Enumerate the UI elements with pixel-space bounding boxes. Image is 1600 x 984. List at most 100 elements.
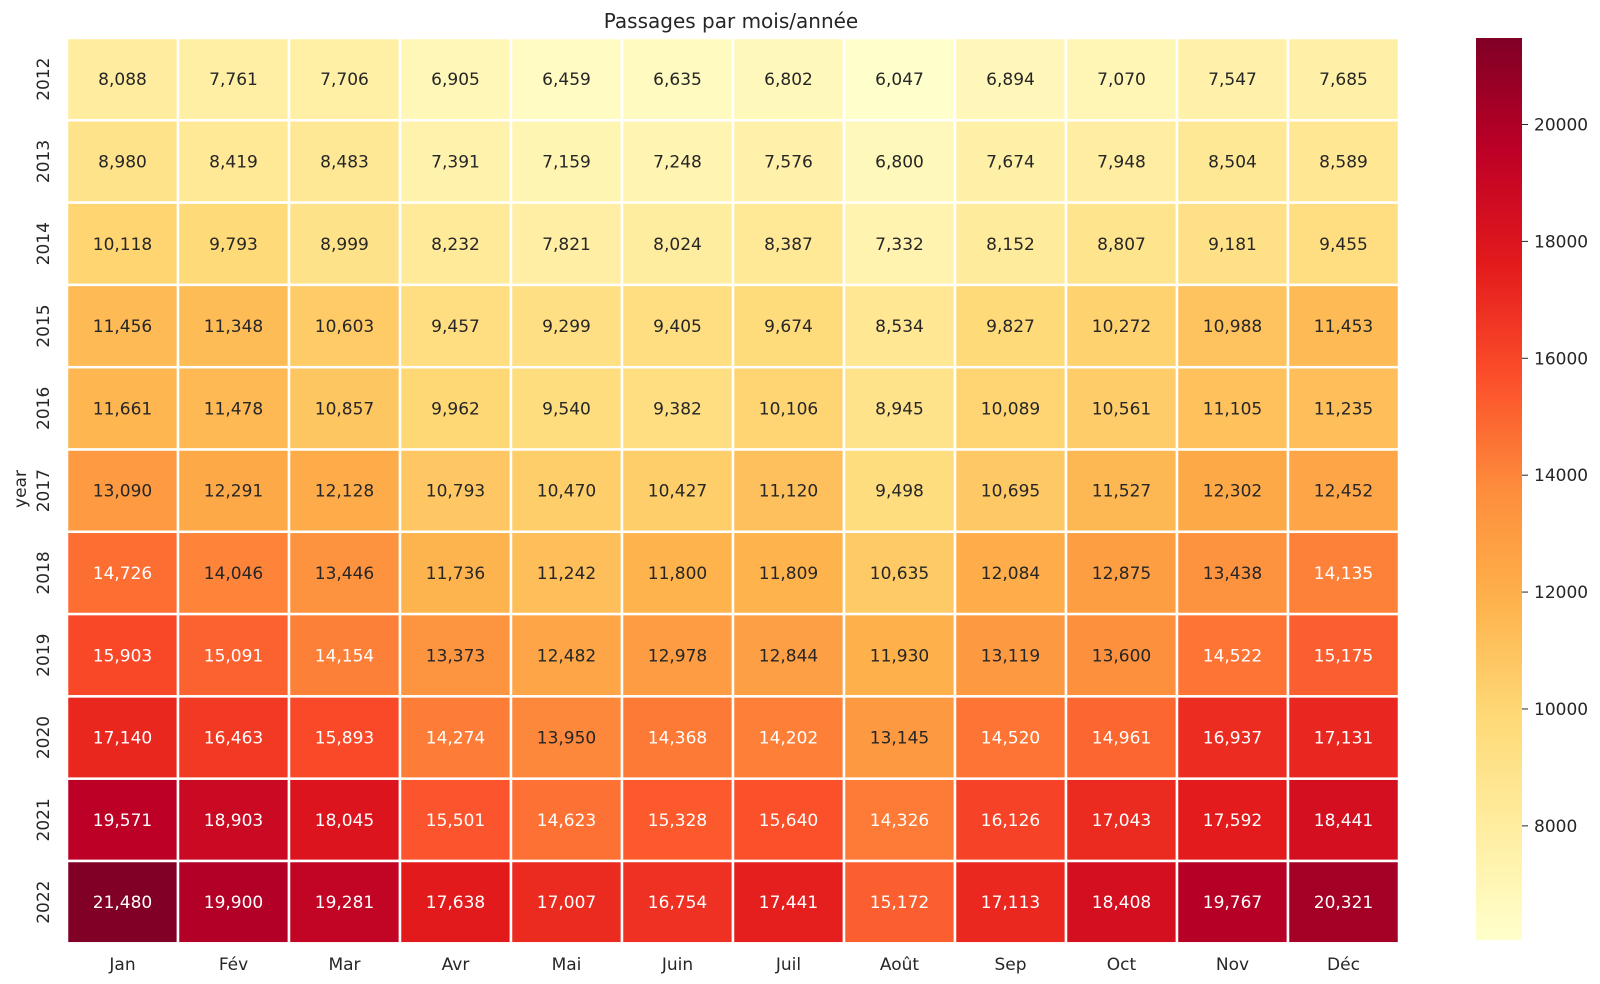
heatmap-cell	[176, 365, 291, 451]
heatmap-cell	[398, 283, 513, 369]
x-tick-label: Oct	[1107, 955, 1137, 975]
heatmap-cell	[1286, 530, 1401, 616]
heatmap-cell	[65, 695, 180, 780]
y-tick-label: 2012	[34, 58, 54, 101]
cell-value-label: 19,767	[1203, 893, 1262, 913]
cell-value-label: 6,800	[875, 152, 924, 172]
heatmap-cell	[620, 119, 735, 204]
colorbar-tick-label: 8000	[1534, 817, 1577, 837]
heatmap-cell	[176, 530, 291, 616]
heatmap-cell	[1175, 365, 1290, 451]
cell-value-label: 18,441	[1314, 811, 1373, 831]
heatmap-cell	[176, 859, 291, 945]
cell-value-label: 10,603	[315, 317, 374, 337]
cell-value-label: 15,893	[315, 729, 374, 749]
heatmap-cell	[287, 530, 402, 616]
cell-value-label: 19,281	[315, 893, 374, 913]
cell-value-label: 11,527	[1092, 482, 1151, 502]
cell-value-label: 11,930	[870, 646, 929, 666]
cell-value-label: 18,045	[315, 811, 374, 831]
cell-value-label: 12,978	[648, 646, 707, 666]
heatmap-cell	[1064, 777, 1179, 863]
cell-value-label: 13,090	[93, 482, 152, 502]
cell-value-label: 17,441	[759, 893, 818, 913]
heatmap-cell	[509, 201, 624, 287]
cell-value-label: 7,248	[653, 152, 702, 172]
cell-value-label: 12,875	[1092, 564, 1151, 584]
cell-value-label: 7,332	[875, 235, 924, 255]
y-tick-label: 2019	[34, 634, 54, 677]
cell-value-label: 11,120	[759, 482, 818, 502]
cell-value-label: 14,961	[1092, 729, 1151, 749]
cell-value-label: 8,152	[986, 235, 1035, 255]
x-tick-label: Sep	[994, 955, 1026, 975]
heatmap-cell	[731, 448, 846, 534]
heatmap-cell	[953, 448, 1068, 534]
colorbar-tick-label: 14000	[1534, 466, 1588, 486]
heatmap-cell	[398, 530, 513, 616]
heatmap-cell	[398, 777, 513, 863]
heatmap-cell	[1175, 859, 1290, 945]
colorbar-tick-label: 10000	[1534, 700, 1588, 720]
heatmap-cell	[953, 530, 1068, 616]
cell-value-label: 13,600	[1092, 646, 1151, 666]
heatmap-cell	[1064, 36, 1179, 122]
cell-value-label: 16,126	[981, 811, 1040, 831]
cell-value-label: 14,623	[537, 811, 596, 831]
cell-value-label: 8,945	[875, 399, 924, 419]
cell-value-label: 15,175	[1314, 646, 1373, 666]
y-tick-label: 2020	[34, 716, 54, 759]
cell-value-label: 11,348	[204, 317, 263, 337]
cell-value-label: 6,894	[986, 70, 1035, 90]
heatmap-cell	[1064, 859, 1179, 945]
cell-value-label: 15,328	[648, 811, 707, 831]
cell-value-label: 11,242	[537, 564, 596, 584]
heatmap-cell	[287, 695, 402, 780]
cell-value-label: 8,483	[320, 152, 369, 172]
cell-value-label: 18,408	[1092, 893, 1151, 913]
cell-value-label: 14,522	[1203, 646, 1262, 666]
cell-value-label: 19,571	[93, 811, 152, 831]
cell-value-label: 11,105	[1203, 399, 1262, 419]
heatmap-cell	[1064, 283, 1179, 369]
cell-value-label: 7,685	[1319, 70, 1368, 90]
cell-value-label: 14,520	[981, 729, 1040, 749]
cell-value-label: 13,119	[981, 646, 1040, 666]
y-axis-label: year	[11, 470, 31, 508]
cell-value-label: 13,950	[537, 729, 596, 749]
colorbar-ticks: 8000 10000 12000 14000 16000 18000 20000	[1522, 116, 1588, 837]
cell-value-label: 7,576	[764, 152, 813, 172]
heatmap-cell	[620, 695, 735, 780]
cell-value-label: 13,145	[870, 729, 929, 749]
heatmap-cell	[1064, 530, 1179, 616]
heatmap-cell	[731, 777, 846, 863]
cell-value-label: 12,482	[537, 646, 596, 666]
heatmap-cell	[509, 530, 624, 616]
cell-value-label: 9,181	[1208, 235, 1257, 255]
cell-value-label: 7,948	[1097, 152, 1146, 172]
cell-value-label: 10,857	[315, 399, 374, 419]
x-axis-ticks: Jan Fév Mar Avr Mai Juin Juil Août Sep Oct Nov Déc	[108, 955, 1360, 975]
cell-value-label: 6,802	[764, 70, 813, 90]
heatmap-cell	[1064, 448, 1179, 534]
heatmap-cell	[398, 859, 513, 945]
heatmap-cell	[953, 695, 1068, 780]
heatmap-cell	[398, 448, 513, 534]
cell-value-label: 7,391	[431, 152, 480, 172]
cell-value-label: 10,561	[1092, 399, 1151, 419]
heatmap-cell	[176, 119, 291, 204]
cell-value-label: 17,113	[981, 893, 1040, 913]
cell-value-label: 14,368	[648, 729, 707, 749]
heatmap-cell	[398, 119, 513, 204]
heatmap-cell	[287, 612, 402, 698]
colorbar-tick-label: 20000	[1534, 116, 1588, 136]
y-tick-label: 2014	[34, 222, 54, 265]
cell-value-label: 18,903	[204, 811, 263, 831]
heatmap-cell	[65, 612, 180, 698]
heatmap-cell	[398, 612, 513, 698]
heatmap-cell	[620, 365, 735, 451]
heatmap-cell	[1286, 119, 1401, 204]
cell-value-label: 7,070	[1097, 70, 1146, 90]
cell-value-label: 10,988	[1203, 317, 1262, 337]
